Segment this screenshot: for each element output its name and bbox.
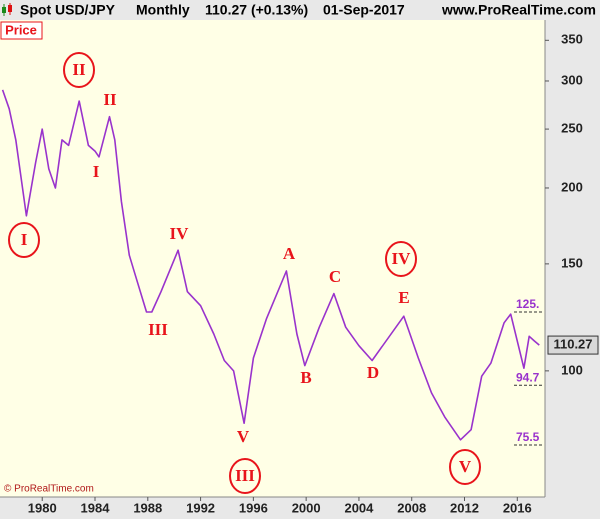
wave-label: I xyxy=(21,230,28,249)
last-quote: 110.27 (+0.13%) xyxy=(205,2,308,18)
y-tick-label: 350 xyxy=(561,32,583,47)
last-value-label: 110.27 xyxy=(553,337,592,352)
wave-label: I xyxy=(93,162,100,181)
wave-circle xyxy=(229,458,261,494)
period: Monthly xyxy=(136,2,190,18)
price-line xyxy=(1,89,540,441)
source: www.ProRealTime.com xyxy=(441,2,596,18)
x-tick-label: 2012 xyxy=(450,500,479,515)
x-axis-panel xyxy=(0,497,600,519)
level-label: 75.5 xyxy=(516,430,540,444)
header-bar xyxy=(0,0,600,20)
wave-label: II xyxy=(103,90,117,109)
date: 01-Sep-2017 xyxy=(323,2,405,18)
wave-label: D xyxy=(367,363,379,382)
chart-title: Spot USD/JPY xyxy=(20,2,116,18)
wave-label: III xyxy=(148,320,168,339)
wave-label: II xyxy=(72,60,86,79)
x-tick-label: 1984 xyxy=(81,500,111,515)
x-tick-label: 2004 xyxy=(344,500,374,515)
y-tick-label: 300 xyxy=(561,72,583,87)
x-tick-label: 2000 xyxy=(292,500,321,515)
wave-label: A xyxy=(283,244,296,263)
wave-label: III xyxy=(235,466,255,485)
panel-label: Price xyxy=(5,22,37,37)
wave-circle xyxy=(449,449,481,485)
x-tick-label: 1992 xyxy=(186,500,215,515)
copyright: © ProRealTime.com xyxy=(4,484,94,495)
level-label: 94.7 xyxy=(516,370,540,384)
wave-label: E xyxy=(398,288,409,307)
x-tick-label: 1980 xyxy=(28,500,57,515)
wave-circle xyxy=(8,222,40,258)
wave-circle xyxy=(63,52,95,88)
wave-circle xyxy=(385,241,417,277)
wave-label: IV xyxy=(392,249,412,268)
y-axis-panel xyxy=(545,20,600,519)
level-label: 125. xyxy=(516,297,539,311)
wave-label: C xyxy=(329,267,341,286)
wave-label: V xyxy=(237,427,250,446)
x-tick-label: 2016 xyxy=(503,500,532,515)
wave-label: IV xyxy=(170,224,190,243)
y-tick-label: 150 xyxy=(561,255,583,270)
y-tick-label: 100 xyxy=(561,362,583,377)
wave-label: B xyxy=(300,368,311,387)
x-tick-label: 2008 xyxy=(397,500,426,515)
last-value-box xyxy=(547,335,599,355)
panel-label-box xyxy=(0,21,43,40)
x-tick-label: 1996 xyxy=(239,500,268,515)
x-tick-label: 1988 xyxy=(133,500,162,515)
y-tick-label: 200 xyxy=(561,179,583,194)
y-tick-label: 250 xyxy=(561,121,583,136)
wave-label: V xyxy=(459,457,472,476)
header-icon xyxy=(2,3,12,16)
